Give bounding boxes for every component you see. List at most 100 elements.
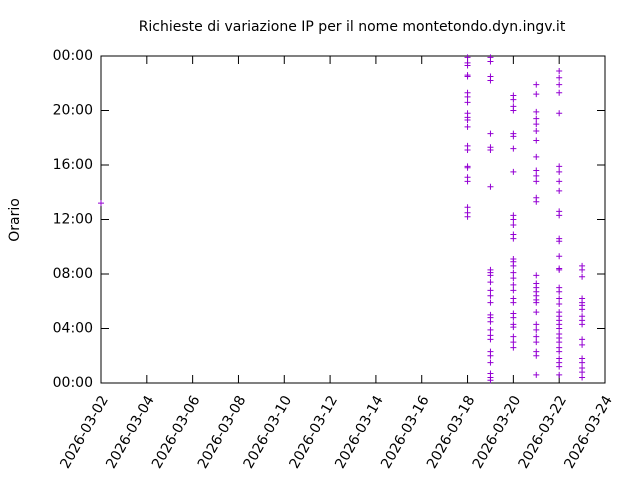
point xyxy=(556,300,563,307)
point xyxy=(510,216,517,223)
point xyxy=(556,168,563,175)
point xyxy=(556,163,563,170)
point xyxy=(533,333,540,340)
point xyxy=(533,167,540,174)
point xyxy=(510,281,517,288)
point xyxy=(556,266,563,273)
point xyxy=(533,309,540,316)
point xyxy=(510,339,517,346)
point xyxy=(533,108,540,115)
point xyxy=(533,172,540,179)
y-tick-label: 20:00 xyxy=(53,103,93,119)
point xyxy=(556,74,563,81)
point xyxy=(510,299,517,306)
y-tick-label: 16:00 xyxy=(53,157,93,173)
point xyxy=(556,81,563,88)
point xyxy=(556,288,563,295)
point xyxy=(487,336,494,343)
point xyxy=(464,62,471,69)
point xyxy=(533,352,540,359)
y-tick-label: 00:00 xyxy=(53,48,93,64)
point xyxy=(487,318,494,325)
point xyxy=(98,200,104,207)
point xyxy=(487,130,494,137)
point xyxy=(556,178,563,185)
chart-title: Richieste di variazione IP per il nome m… xyxy=(139,19,566,35)
point xyxy=(487,352,494,359)
point xyxy=(533,178,540,185)
y-tick-label: 04:00 xyxy=(53,321,93,337)
point xyxy=(533,339,540,346)
point xyxy=(533,321,540,328)
point xyxy=(533,153,540,160)
point xyxy=(579,359,586,366)
point xyxy=(487,58,494,65)
point xyxy=(579,321,586,328)
point xyxy=(556,187,563,194)
point xyxy=(556,253,563,260)
point xyxy=(464,123,471,130)
point xyxy=(510,324,517,331)
point xyxy=(464,213,471,220)
point xyxy=(579,306,586,313)
point xyxy=(556,238,563,245)
point xyxy=(556,348,563,355)
point xyxy=(533,198,540,205)
point xyxy=(487,377,494,384)
point xyxy=(556,110,563,117)
point xyxy=(533,91,540,98)
point xyxy=(579,273,586,280)
point xyxy=(487,326,494,333)
point xyxy=(556,339,563,346)
point xyxy=(464,164,471,171)
point xyxy=(556,212,563,219)
point xyxy=(533,115,540,122)
point xyxy=(510,168,517,175)
point xyxy=(533,137,540,144)
point xyxy=(510,133,517,140)
point xyxy=(487,287,494,294)
point xyxy=(464,204,471,211)
point xyxy=(487,147,494,154)
point xyxy=(487,272,494,279)
point xyxy=(510,262,517,269)
point xyxy=(533,272,540,279)
point xyxy=(510,287,517,294)
point xyxy=(510,314,517,321)
point xyxy=(510,221,517,228)
point xyxy=(579,266,586,273)
point xyxy=(464,93,471,100)
point xyxy=(510,269,517,276)
y-tick-label: 12:00 xyxy=(53,212,93,228)
point xyxy=(487,299,494,306)
point xyxy=(510,275,517,282)
y-tick-label: 00:00 xyxy=(53,375,93,391)
point xyxy=(579,336,586,343)
point xyxy=(556,67,563,74)
point xyxy=(464,178,471,185)
point xyxy=(487,359,494,366)
point xyxy=(579,374,586,381)
point xyxy=(510,235,517,242)
point xyxy=(556,363,563,370)
point xyxy=(533,81,540,88)
point xyxy=(510,107,517,114)
point xyxy=(510,344,517,351)
point xyxy=(464,147,471,154)
point xyxy=(487,77,494,84)
point xyxy=(487,279,494,286)
point xyxy=(556,89,563,96)
point xyxy=(579,341,586,348)
point xyxy=(556,325,563,332)
point xyxy=(464,117,471,124)
point xyxy=(510,145,517,152)
point xyxy=(533,299,540,306)
point xyxy=(556,295,563,302)
point xyxy=(464,54,471,61)
point xyxy=(556,371,563,378)
point xyxy=(533,127,540,134)
point xyxy=(533,121,540,128)
point xyxy=(510,333,517,340)
